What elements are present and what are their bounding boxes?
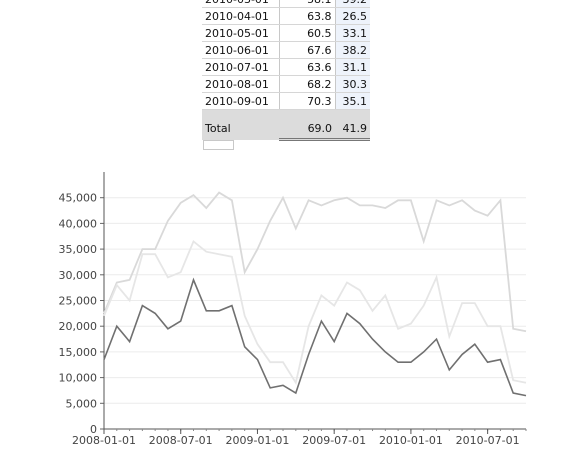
table-row: 2010-06-01 67.6 38.2 — [202, 41, 370, 59]
row-date: 2010-03-01 — [202, 0, 280, 8]
row-value-b: 35.1 — [335, 92, 370, 110]
x-tick-label: 2009-07-01 — [302, 434, 366, 447]
series-line-2 — [103, 239, 527, 386]
x-tick-label: 2009-01-01 — [225, 434, 289, 447]
spacer-cell — [335, 109, 370, 118]
table-body: 2010-03-0158.139.22010-04-0163.826.52010… — [202, 0, 370, 141]
row-date: 2010-07-01 — [202, 58, 280, 76]
y-tick-label: 20,000 — [59, 320, 98, 333]
y-tick-label: 10,000 — [59, 372, 98, 385]
x-tick-label: 2010-07-01 — [456, 434, 520, 447]
y-tick-label: 40,000 — [59, 217, 98, 230]
row-value-b: 31.1 — [335, 58, 370, 76]
row-value-a: 70.3 — [279, 92, 336, 110]
row-value-a: 68.2 — [279, 75, 336, 93]
row-date: 2010-08-01 — [202, 75, 280, 93]
data-table: 2010-03-0158.139.22010-04-0163.826.52010… — [202, 0, 370, 141]
row-value-b: 38.2 — [335, 41, 370, 59]
row-value-b: 26.5 — [335, 7, 370, 25]
y-tick-label: 35,000 — [59, 243, 98, 256]
series-line-1 — [103, 191, 527, 333]
table-row: 2010-08-01 68.2 30.3 — [202, 75, 370, 93]
row-value-a: 58.1 — [279, 0, 336, 8]
y-tick-label: 15,000 — [59, 346, 98, 359]
table-row: 2010-07-01 63.6 31.1 — [202, 58, 370, 76]
row-value-a: 67.6 — [279, 41, 336, 59]
spacer-cell — [202, 109, 280, 118]
spacer-cell — [279, 109, 336, 118]
row-date: 2010-05-01 — [202, 24, 280, 42]
table-total-row: Total 69.0 41.9 — [202, 118, 370, 141]
row-value-b: 39.2 — [335, 0, 370, 8]
x-tick-label: 2010-01-01 — [379, 434, 443, 447]
row-value-a: 60.5 — [279, 24, 336, 42]
row-date: 2010-06-01 — [202, 41, 280, 59]
y-tick-label: 45,000 — [59, 192, 98, 205]
row-value-b: 33.1 — [335, 24, 370, 42]
y-tick-label: 25,000 — [59, 295, 98, 308]
series-line-3 — [103, 277, 527, 397]
table-row: 2010-05-01 60.5 33.1 — [202, 24, 370, 42]
y-tick-label: 0 — [90, 423, 97, 436]
table-scroll-stub[interactable] — [203, 140, 234, 150]
table-row: 2010-09-01 70.3 35.1 — [202, 92, 370, 110]
y-tick-label: 5,000 — [66, 397, 98, 410]
table-row: 2010-04-01 63.8 26.5 — [202, 7, 370, 25]
total-value-b: 41.9 — [335, 118, 370, 141]
table-row: 2010-03-0158.139.2 — [202, 0, 370, 8]
row-value-b: 30.3 — [335, 75, 370, 93]
x-tick-label: 2008-07-01 — [149, 434, 213, 447]
total-label: Total — [202, 118, 280, 140]
total-value-a: 69.0 — [279, 118, 336, 141]
row-value-a: 63.6 — [279, 58, 336, 76]
y-tick-label: 30,000 — [59, 269, 98, 282]
row-date: 2010-04-01 — [202, 7, 280, 25]
x-tick-label: 2008-01-01 — [72, 434, 136, 447]
table-spacer-row — [202, 109, 370, 118]
row-value-a: 63.8 — [279, 7, 336, 25]
row-date: 2010-09-01 — [202, 92, 280, 110]
